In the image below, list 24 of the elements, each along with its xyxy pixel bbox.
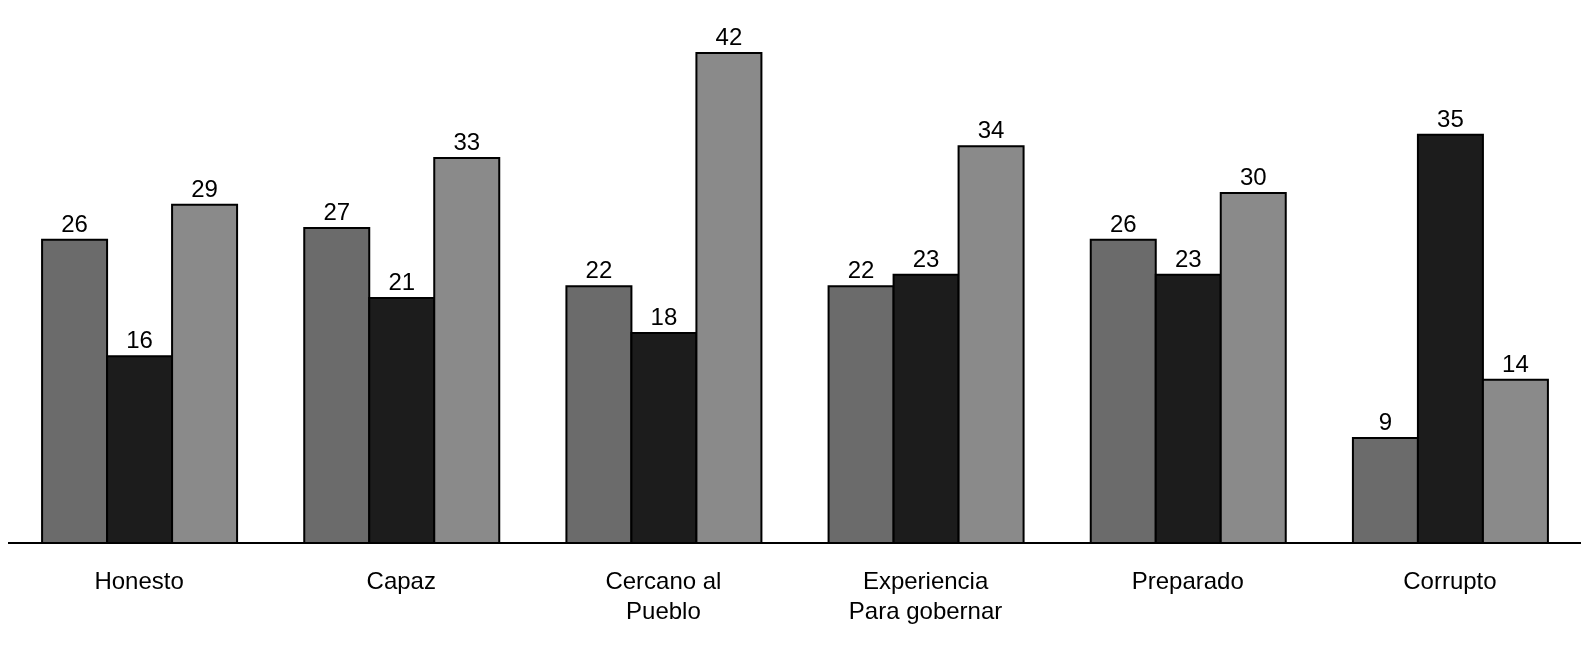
data-label: 22 <box>585 256 613 284</box>
data-label: 30 <box>1239 163 1267 190</box>
data-label: 26 <box>61 209 88 237</box>
x-tick-label: Capaz <box>366 567 436 594</box>
x-tick-label: Cercano al Pueblo <box>605 567 722 624</box>
x-tick-label: Honesto <box>94 567 184 594</box>
x-tick-label: Preparado <box>1131 567 1244 594</box>
data-label: 23 <box>912 244 940 272</box>
data-label: 34 <box>977 116 1005 144</box>
data-label: 14 <box>1502 349 1529 377</box>
data-label: 29 <box>191 174 218 202</box>
data-label: 33 <box>453 128 481 155</box>
data-label: 35 <box>1437 104 1464 132</box>
data-label: 27 <box>323 198 351 225</box>
data-label: 22 <box>847 256 875 284</box>
x-tick-label: Corrupto <box>1403 567 1497 594</box>
data-label: 16 <box>126 326 153 354</box>
data-label: 9 <box>1378 408 1393 435</box>
x-tick-label: Experiencia Para gobernar <box>848 567 1003 624</box>
data-label: 18 <box>650 303 678 330</box>
data-label: 21 <box>388 268 416 295</box>
data-label: 26 <box>1109 209 1137 237</box>
data-label: 23 <box>1174 244 1202 272</box>
data-label: 42 <box>715 23 743 50</box>
